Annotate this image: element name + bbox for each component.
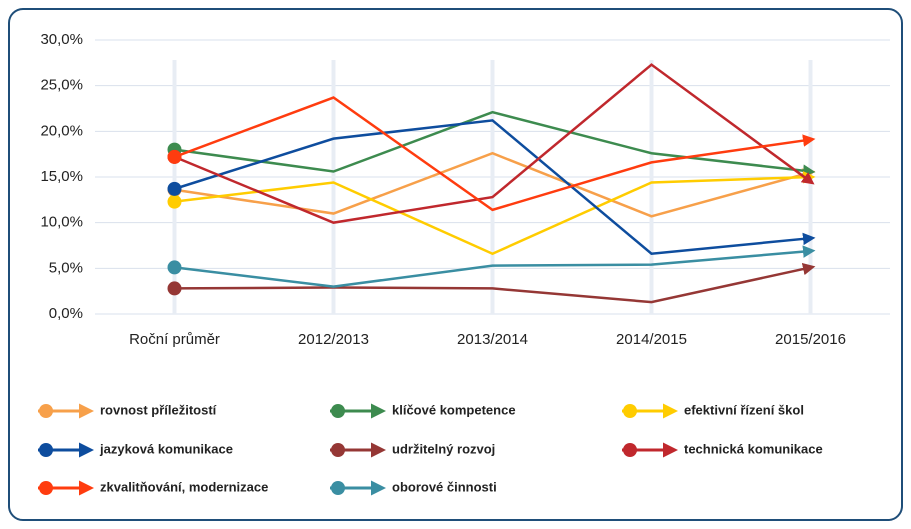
series-line (174, 151, 816, 218)
legend-label: oborové činnosti (392, 479, 497, 494)
series-line (174, 110, 816, 177)
series-line (174, 245, 816, 288)
legend-dot (623, 443, 637, 457)
start-marker (167, 181, 182, 196)
legend-label: udržitelný rozvoj (392, 441, 495, 456)
y-tick-label: 20,0% (40, 122, 83, 139)
y-tick-label: 15,0% (40, 168, 83, 185)
legend-dot (623, 404, 637, 418)
y-tick-label: 10,0% (40, 214, 83, 231)
legend-dot (39, 443, 53, 457)
legend-dot (39, 481, 53, 495)
legend-dot (331, 481, 345, 495)
y-tick-label: 25,0% (40, 77, 83, 94)
start-marker (167, 194, 182, 209)
legend-dot (39, 404, 53, 418)
start-marker (167, 260, 182, 275)
x-tick-label: 2013/2014 (457, 331, 528, 348)
series-line (174, 171, 816, 256)
series-line (174, 262, 816, 304)
legend-label: jazyková komunikace (99, 441, 233, 456)
x-tick-label: 2015/2016 (775, 331, 846, 348)
start-marker (167, 149, 182, 164)
legend-label: zkvalitňování, modernizace (100, 479, 268, 494)
legend-dot (331, 443, 345, 457)
legend-dot (331, 404, 345, 418)
legend-label: rovnost příležitostí (100, 402, 217, 417)
x-tick-label: 2012/2013 (298, 331, 369, 348)
x-tick-label: 2014/2015 (616, 331, 687, 348)
y-tick-label: 5,0% (49, 259, 83, 276)
series-line (174, 119, 816, 256)
start-marker (167, 281, 182, 296)
legend-label: klíčové kompetence (392, 402, 516, 417)
series-line (174, 63, 815, 224)
y-tick-label: 30,0% (40, 31, 83, 48)
series-line (174, 96, 816, 212)
chart-frame (8, 8, 903, 521)
y-tick-label: 0,0% (49, 305, 83, 322)
x-tick-label: Roční průměr (129, 331, 220, 348)
legend-label: efektivní řízení škol (684, 402, 804, 417)
legend-label: technická komunikace (684, 441, 823, 456)
